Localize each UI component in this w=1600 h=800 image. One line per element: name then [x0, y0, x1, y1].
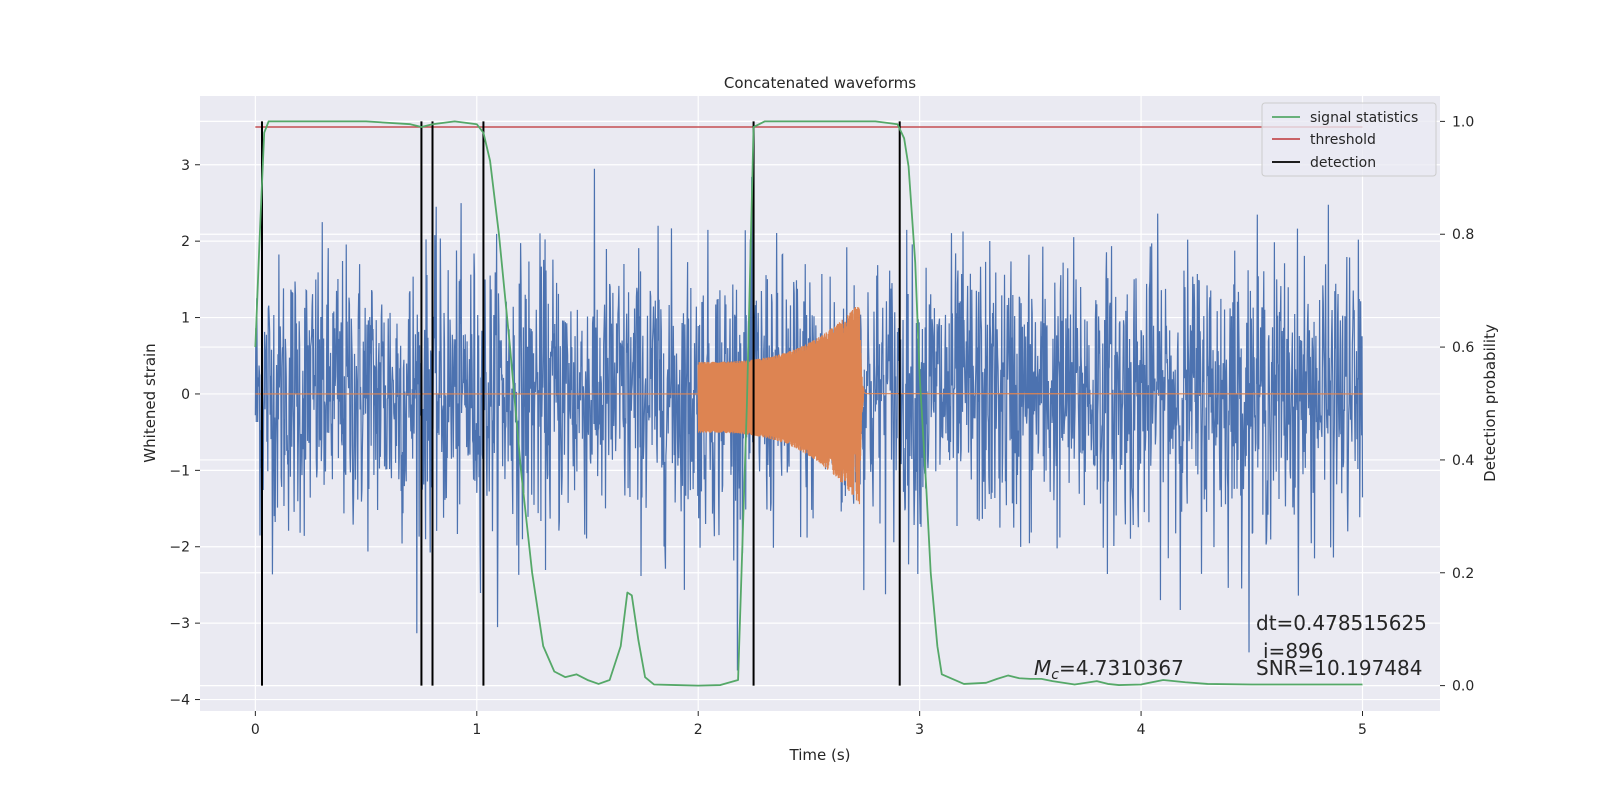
- annotation-snr: SNR=10.197484: [1256, 656, 1422, 680]
- y-right-tick-label: 0.2: [1452, 566, 1474, 582]
- x-tick-label: 1: [472, 722, 481, 738]
- x-tick-label: 0: [251, 722, 260, 738]
- annotation-mc: Mc=4.7310367: [1034, 656, 1184, 683]
- x-tick-label: 2: [694, 722, 703, 738]
- annotation-mc-subscript: c: [1051, 667, 1059, 683]
- annotation-mc-symbol: M: [1034, 656, 1051, 680]
- template-trace: [255, 306, 1363, 505]
- y-tick-label: 3: [181, 158, 190, 174]
- y-tick-label: −1: [169, 463, 190, 479]
- y-right-tick-label: 0.0: [1452, 679, 1474, 695]
- plot-layer: [254, 120, 1364, 687]
- signal-statistics-line: [254, 120, 1363, 687]
- legend: signal statistics threshold detection: [1261, 102, 1437, 177]
- y-tick-label: 2: [181, 234, 190, 250]
- x-tick-label: 3: [915, 722, 924, 738]
- y-right-axis-label: Detection probability: [1481, 324, 1499, 482]
- legend-label-detection: detection: [1310, 155, 1376, 171]
- annotation-i: i=896: [1263, 639, 1324, 663]
- ticks: 0 1 2 3 4 5 −4 −3 −2 −1 0 1 2 3 0.0 0.2 0.4 0.6 0.8 1.0: [169, 114, 1474, 738]
- y-tick-label: −4: [169, 693, 190, 709]
- x-tick-label: 5: [1358, 722, 1367, 738]
- y-right-tick-label: 0.6: [1452, 340, 1474, 356]
- y-tick-label: −3: [169, 616, 190, 632]
- legend-label-threshold: threshold: [1310, 132, 1376, 148]
- y-right-tick-label: 0.8: [1452, 227, 1474, 243]
- chart-title: Concatenated waveforms: [724, 74, 916, 92]
- y-tick-label: −2: [169, 540, 190, 556]
- y-tick-label: 1: [181, 311, 190, 327]
- y-right-tick-label: 0.4: [1452, 453, 1474, 469]
- y-axis-label: Whitened strain: [141, 343, 159, 462]
- annotation-mc-value: =4.7310367: [1059, 656, 1184, 680]
- x-tick-label: 4: [1137, 722, 1146, 738]
- legend-label-signal-statistics: signal statistics: [1310, 110, 1418, 126]
- y-tick-label: 0: [181, 387, 190, 403]
- y-right-tick-label: 1.0: [1452, 114, 1474, 130]
- annotation-dt: dt=0.478515625: [1256, 611, 1427, 635]
- x-axis-label: Time (s): [789, 746, 851, 764]
- legend-box: [1261, 102, 1437, 177]
